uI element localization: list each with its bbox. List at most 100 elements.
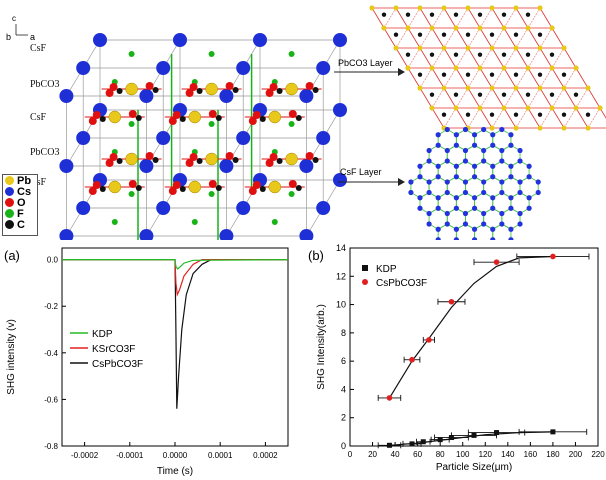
- cs-atom: [435, 132, 441, 138]
- cs-atom: [435, 142, 441, 148]
- cs-atom: [526, 205, 532, 211]
- cs-atom: [462, 221, 469, 227]
- unit-cell-framework: [66, 39, 341, 237]
- c-atom: [417, 72, 423, 77]
- c-atom: [585, 112, 591, 117]
- cs-atom: [481, 158, 487, 164]
- pb-atom: [489, 45, 495, 51]
- o-atom: [92, 181, 101, 189]
- data-point-kdp: [494, 430, 500, 436]
- cs-atom: [481, 147, 487, 154]
- o-atom: [128, 180, 137, 188]
- cs-atom: [59, 229, 74, 240]
- cs-atom: [535, 189, 541, 196]
- pb-atom: [205, 152, 218, 166]
- cs-atom: [490, 226, 496, 232]
- cs-atom: [462, 147, 469, 154]
- atoms-group: [59, 33, 347, 240]
- cs-atom: [490, 174, 496, 180]
- c-atom: [429, 92, 435, 97]
- pb-atom: [393, 45, 399, 51]
- cs-atom: [435, 163, 441, 169]
- pb-atom: [513, 85, 519, 91]
- layer-label-csf-3: CsF: [30, 177, 47, 188]
- o-atom: [305, 82, 314, 90]
- cs-atom: [462, 189, 469, 196]
- pb-atom: [549, 105, 555, 111]
- cs-atom: [526, 195, 532, 201]
- cs-atom: [508, 205, 514, 211]
- cs-atom: [453, 132, 459, 138]
- pb-atom: [537, 45, 543, 51]
- c-atom: [465, 72, 471, 77]
- o-atom: [105, 89, 114, 97]
- f-atom: [288, 191, 295, 197]
- o-atom: [252, 181, 261, 189]
- c-atom: [453, 12, 459, 17]
- pb-atom: [573, 65, 579, 71]
- pb-atom: [465, 5, 471, 11]
- data-point-kdp: [409, 441, 415, 447]
- pb-atom: [537, 85, 543, 91]
- cs-atom: [481, 179, 487, 185]
- c-atom: [312, 157, 319, 163]
- cs-atom: [517, 158, 523, 164]
- cs-atom: [471, 163, 478, 169]
- cs-atom: [426, 158, 432, 164]
- data-point-kdp: [550, 429, 556, 435]
- c-atom: [232, 87, 239, 93]
- pb-atom: [429, 105, 435, 111]
- cs-atom: [139, 229, 154, 240]
- cs-atom: [462, 126, 469, 133]
- cs-atom: [417, 174, 423, 180]
- f-dot-icon: [5, 209, 14, 218]
- y-tick-label: -0.8: [44, 442, 58, 451]
- c-atom: [135, 115, 142, 121]
- pb-atom: [393, 5, 399, 11]
- cs-atom: [490, 163, 496, 169]
- f-atom: [191, 219, 198, 225]
- fit-curve: [388, 255, 553, 399]
- x-tick-label: 100: [456, 450, 470, 459]
- pb-atom: [125, 152, 138, 166]
- cs-atom: [535, 179, 541, 185]
- cs-atom: [481, 189, 487, 196]
- axis-c-label: c: [12, 14, 16, 23]
- cs-atom: [299, 159, 314, 173]
- c-atom: [501, 92, 507, 97]
- cs-atom: [471, 205, 478, 211]
- cs-atom: [453, 174, 459, 180]
- c-atom: [489, 112, 495, 117]
- x-tick-label: 0.0002: [253, 451, 278, 460]
- cs-atom: [156, 61, 171, 75]
- cs-atom: [435, 195, 441, 201]
- cs-atom: [508, 142, 514, 148]
- cs-atom: [490, 237, 496, 240]
- cs-atom: [59, 89, 74, 103]
- pb-atom: [417, 5, 423, 11]
- data-point-cspbco3f: [550, 253, 556, 260]
- layer-label-pbco3-1: PbCO3: [30, 79, 60, 90]
- cs-atom: [453, 237, 459, 240]
- cs-atom: [508, 174, 514, 180]
- y-tick-label: 2: [341, 413, 346, 423]
- pb-atom: [501, 25, 507, 31]
- cs-atom: [508, 195, 514, 201]
- cs-atom: [499, 158, 505, 164]
- f-atom: [208, 191, 215, 197]
- pb-atom: [429, 25, 435, 31]
- f-atom: [208, 51, 215, 57]
- pb-atom: [501, 105, 507, 111]
- x-tick-label: 0: [348, 450, 353, 459]
- x-tick-label: 140: [501, 450, 515, 459]
- c-atom: [276, 158, 283, 164]
- o-atom: [109, 153, 118, 161]
- o-atom: [208, 110, 217, 118]
- cs-atom: [453, 142, 459, 148]
- x-tick-label: 120: [479, 450, 493, 459]
- o-atom: [92, 111, 101, 119]
- pb-atom: [405, 25, 411, 31]
- cs-atom: [333, 33, 347, 47]
- cs-atom: [462, 210, 469, 217]
- cs-atom: [417, 163, 423, 169]
